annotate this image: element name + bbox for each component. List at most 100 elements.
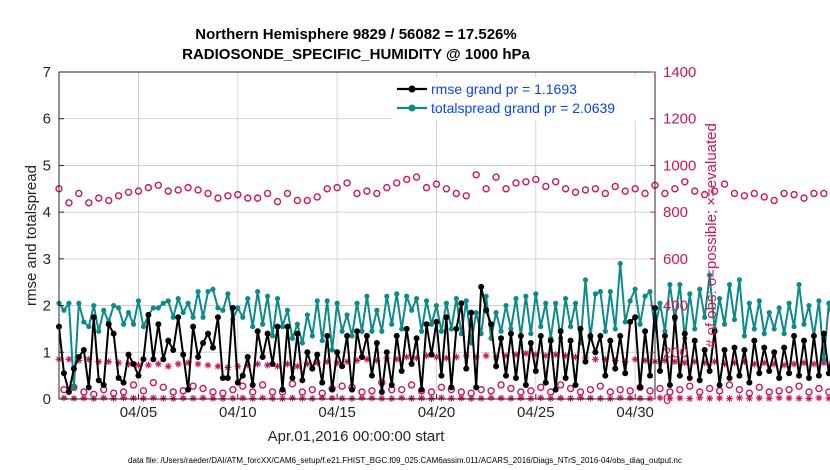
totalspread-point [702, 314, 708, 320]
possible-point [601, 189, 610, 198]
possible-point [735, 385, 744, 394]
possible-point [363, 187, 371, 195]
rmse-point [627, 318, 634, 325]
possible-point [760, 193, 768, 201]
totalspread-point [274, 295, 281, 302]
rmse-point [130, 360, 137, 367]
evaluated-point [174, 360, 182, 368]
totalspread-point [637, 321, 643, 327]
rmse-point [219, 374, 226, 381]
rmse-point [334, 349, 341, 356]
rmse-point [781, 344, 788, 351]
rmse-point [314, 351, 321, 358]
rmse-point [622, 370, 629, 377]
rmse-point [279, 386, 286, 393]
rmse-point [264, 330, 271, 337]
evaluated-point [199, 394, 207, 402]
possible-point [775, 387, 783, 395]
possible-point [298, 388, 307, 396]
rmse-point [403, 325, 410, 332]
possible-point [402, 175, 411, 184]
y-tick-label-right: 800 [663, 204, 688, 221]
evaluated-point [140, 394, 147, 402]
evaluated-point [447, 394, 455, 402]
totalspread-point [418, 328, 425, 334]
evaluated-point [209, 394, 217, 402]
rmse-point [632, 314, 639, 321]
possible-point [661, 189, 669, 198]
possible-point [715, 387, 724, 395]
rmse-point [522, 381, 529, 388]
totalspread-point [667, 281, 673, 288]
possible-point [154, 181, 163, 189]
totalspread-point [567, 323, 574, 330]
possible-point [159, 383, 168, 392]
chart-title: Northern Hemisphere 9829 / 56082 = 17.52… [195, 26, 516, 43]
rmse-point [711, 328, 718, 335]
possible-point [258, 381, 267, 389]
totalspread-point [543, 300, 549, 306]
x-tick-label: 04/25 [517, 404, 555, 421]
x-axis: 04/05 04/10 04/15 04/20 04/25 04/30 [120, 394, 654, 421]
evaluated-point [289, 394, 296, 402]
rmse-point [582, 358, 589, 365]
x-tick-label: 04/30 [616, 404, 654, 421]
y-tick-label-right: 600 [663, 251, 688, 268]
rmse-point [771, 349, 778, 356]
possible-point [497, 381, 505, 389]
x-tick-label: 04/05 [120, 404, 158, 421]
possible-point [283, 189, 292, 198]
totalspread-point [483, 293, 489, 299]
rmse-point [140, 356, 147, 363]
totalspread-point [165, 298, 171, 304]
totalspread-point [632, 286, 638, 292]
totalspread-point [140, 323, 147, 330]
totalspread-point [821, 356, 827, 362]
evaluated-point [194, 360, 202, 368]
possible-point [373, 189, 381, 198]
x-tick-label: 04/20 [418, 404, 456, 421]
possible-point [686, 382, 694, 390]
rmse-point [160, 356, 167, 363]
rmse-point [532, 367, 539, 374]
possible-point [790, 190, 798, 199]
y-axis-left-label: rmse and totalspread [23, 165, 40, 306]
evaluated-point [616, 394, 624, 402]
possible-point [179, 387, 187, 395]
possible-point [268, 388, 277, 396]
totalspread-point [746, 300, 752, 306]
evaluated-point [70, 394, 78, 402]
possible-point [119, 388, 128, 396]
rmse-point [373, 339, 380, 346]
rmse-point [324, 332, 331, 339]
possible-point [800, 194, 808, 202]
rmse-point [319, 379, 326, 386]
evaluated-point [418, 394, 425, 402]
totalspread-point [91, 302, 97, 309]
rmse-point [378, 388, 385, 395]
evaluated-point [204, 361, 212, 369]
possible-point [512, 179, 520, 187]
totalspread-point [414, 295, 420, 302]
rmse-point [686, 374, 693, 381]
evaluated-point [755, 394, 763, 402]
footnote: data file: /Users/raeder/DAI/ATM_forcXX/… [128, 456, 682, 465]
possible-point [581, 186, 590, 194]
rmse-point [284, 323, 291, 330]
evaluated-point [433, 353, 440, 361]
evaluated-point [145, 361, 152, 369]
possible-point [124, 188, 133, 196]
possible-point [576, 388, 585, 396]
evaluated-point [457, 394, 465, 402]
rmse-point [488, 321, 495, 328]
possible-point [566, 384, 575, 393]
possible-point [770, 196, 778, 205]
rmse-point [587, 332, 594, 339]
rmse-point [90, 314, 97, 321]
totalspread-point [185, 300, 191, 306]
possible-point [626, 387, 634, 395]
evaluated-point [328, 394, 336, 402]
rmse-point [691, 337, 698, 344]
rmse-point [363, 332, 370, 339]
possible-point [75, 189, 83, 198]
